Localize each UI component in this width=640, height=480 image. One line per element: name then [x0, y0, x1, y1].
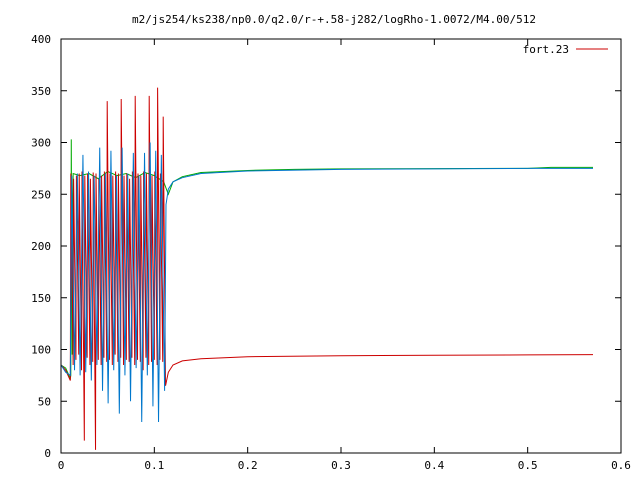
- series-blue-line: [60, 142, 593, 422]
- x-tick-label: 0.3: [331, 459, 351, 472]
- y-tick-label: 150: [31, 292, 51, 305]
- series-fort23-line: [60, 87, 594, 450]
- x-tick-label: 0.6: [611, 459, 631, 472]
- y-tick-label: 100: [31, 344, 51, 357]
- y-tick-label: 250: [31, 188, 51, 201]
- legend: fort.23: [523, 43, 608, 56]
- plot-frame: [60, 38, 622, 454]
- legend-label: fort.23: [523, 43, 569, 56]
- x-tick-label: 0.1: [144, 459, 164, 472]
- x-tick-label: 0.5: [518, 459, 538, 472]
- y-tick-label: 0: [44, 447, 51, 460]
- x-tick-label: 0: [58, 459, 65, 472]
- chart-title: m2/js254/ks238/np0.0/q2.0/r-+.58-j282/lo…: [132, 13, 536, 26]
- y-tick-label: 350: [31, 85, 51, 98]
- series-layer: [60, 87, 594, 450]
- x-tick-label: 0.2: [238, 459, 258, 472]
- y-tick-label: 300: [31, 137, 51, 150]
- x-tick-label: 0.4: [424, 459, 444, 472]
- y-tick-label: 400: [31, 33, 51, 46]
- y-tick-label: 50: [38, 395, 51, 408]
- y-tick-label: 200: [31, 240, 51, 253]
